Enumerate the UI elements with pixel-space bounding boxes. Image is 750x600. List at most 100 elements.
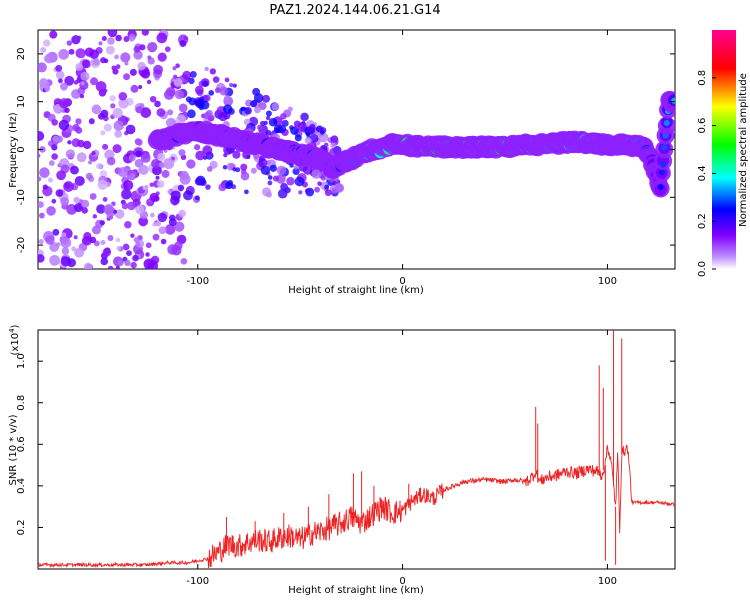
spectrogram-noise-blob: [49, 30, 58, 39]
spectrogram-noise-blob: [156, 108, 166, 117]
spectrogram-y-axis-label: Frequency (Hz): [8, 112, 19, 188]
spectrogram-noise-blob: [115, 265, 120, 269]
spectrogram-scatter-blob: [208, 90, 215, 96]
spectrogram-noise-blob: [79, 52, 86, 58]
spectrogram-noise-blob: [114, 130, 123, 138]
spectrogram-scatter-blob: [274, 127, 280, 134]
spectrogram-noise-blob: [124, 220, 132, 229]
y-tick-label: 10: [16, 95, 27, 108]
spectrogram-noise-blob: [154, 100, 161, 108]
colorbar-ticks: 0.0 0.2 0.4 0.6 0.8: [697, 70, 716, 277]
spectrogram-noise-blob: [129, 36, 135, 42]
spectrogram-scatter-blob: [244, 107, 252, 115]
spectrogram-noise-blob: [122, 243, 130, 251]
spectrogram-noise-blob: [100, 130, 106, 136]
spectrogram-noise-blob: [135, 150, 142, 157]
x-tick-label: 0: [399, 276, 405, 287]
spectrogram-scatter-blob: [188, 77, 195, 85]
spectrogram-noise-blob: [98, 41, 103, 46]
spectrogram-x-axis-label: Height of straight line (km): [288, 285, 424, 296]
spectrogram-scatter-blob: [195, 98, 205, 109]
spectrogram-noise-blob: [38, 176, 42, 182]
spectrogram-scatter-blob: [332, 181, 337, 186]
spectrogram-scatter-blob: [203, 94, 211, 102]
spectrogram-noise-blob: [111, 65, 117, 71]
spectrogram-noise-blob: [156, 32, 168, 44]
spectrogram-noise-blob: [129, 68, 137, 76]
spectrogram-noise-blob: [167, 189, 172, 194]
spectrogram-scatter-blob: [304, 137, 312, 145]
spectrogram-noise-blob: [120, 52, 131, 63]
spectrogram-noise-blob: [48, 177, 54, 183]
spectrogram-scatter-blob: [219, 86, 229, 96]
spectrogram-noise-blob: [56, 170, 67, 181]
spectrogram-noise-blob: [145, 242, 152, 249]
spectrogram-noise-blob: [138, 85, 143, 90]
spectrogram-scatter-blob: [183, 190, 193, 201]
spectrogram-noise-blob: [73, 196, 80, 204]
spectrogram-scatter-blob: [286, 177, 295, 186]
spectrogram-noise-blob: [150, 212, 155, 218]
spectrogram-noise-blob: [103, 58, 109, 64]
spectrogram-scatter-blob: [188, 97, 197, 106]
spectrogram-noise-blob: [164, 224, 176, 235]
spectrogram-noise-blob: [156, 180, 165, 188]
spectrogram-noise-blob: [97, 179, 108, 190]
spectrogram-noise-blob: [107, 265, 114, 269]
spectrogram-noise-blob: [174, 221, 185, 232]
spectrogram-noise-blob: [49, 254, 61, 266]
spectrogram-noise-blob: [88, 118, 95, 125]
y-tick-label: 0: [16, 146, 27, 152]
spectrogram-noise-blob: [158, 226, 167, 235]
spectrogram-scatter-blob: [250, 100, 258, 108]
spectrogram-noise-blob: [91, 104, 102, 115]
spectrogram-noise-blob: [79, 93, 85, 99]
spectrogram-noise-blob: [39, 167, 50, 178]
spectrogram-noise-blob: [129, 173, 136, 179]
spectrogram-noise-blob: [52, 228, 60, 236]
y-tick-label: 0.4: [16, 478, 27, 494]
spectrogram-noise-blob: [46, 206, 56, 216]
spectrogram-scatter-blob: [268, 117, 278, 127]
y-tick-label: -20: [16, 237, 27, 253]
spectrogram-scatter-blob: [265, 115, 271, 121]
spectrogram-scatter-blob: [311, 169, 322, 179]
spectrogram-noise-blob: [74, 175, 85, 187]
spectrogram-scatter-blob: [253, 93, 264, 103]
spectrogram-scatter-blob: [300, 112, 309, 122]
spectrogram-noise-blob: [60, 237, 72, 249]
spectrogram-scatter-blob: [209, 68, 217, 75]
spectrogram-scatter-blob: [276, 174, 286, 184]
spectrogram-noise-blob: [107, 30, 118, 38]
spectrogram-scatter-blob: [265, 191, 273, 198]
spectrogram-noise-blob: [42, 39, 51, 47]
spectrogram-scatter-blob: [240, 163, 248, 171]
spectrogram-noise-blob: [107, 235, 114, 241]
spectrogram-ridge-point: [671, 97, 675, 104]
spectrogram-noise-blob: [151, 158, 161, 169]
spectrogram-marks: [38, 30, 675, 269]
spectrogram-noise-blob: [42, 184, 48, 190]
spectrogram-noise-blob: [109, 95, 116, 102]
snr-panel: -100 0 100 0.2 0.4 0.6 0.8 1.0 Height of straig…: [8, 324, 676, 596]
spectrogram-scatter-blob: [262, 94, 271, 103]
spectrogram-noise-blob: [130, 233, 135, 238]
spectrogram-scatter-blob: [203, 112, 211, 120]
spectrogram-scatter-blob: [317, 181, 322, 186]
spectrogram-noise-blob: [89, 193, 97, 200]
y-tick-label: 1.0: [16, 353, 27, 369]
spectrogram-noise-blob: [138, 164, 149, 175]
colorbar-tick-label: 0.0: [697, 261, 708, 277]
spectrogram-noise-blob: [149, 192, 159, 202]
spectrogram-noise-blob: [116, 245, 121, 251]
spectrogram-noise-blob: [42, 78, 47, 83]
colorbar-tick-label: 0.6: [697, 118, 708, 134]
spectrogram-scatter-blob: [298, 190, 303, 195]
spectrogram-noise-blob: [48, 160, 55, 166]
spectrogram-noise-blob: [147, 55, 152, 60]
spectrogram-noise-blob: [135, 241, 141, 247]
spectrogram-noise-blob: [51, 198, 57, 204]
spectrogram-scatter-blob: [186, 159, 196, 169]
spectrogram-noise-blob: [155, 175, 160, 180]
spectrogram-scatter-blob: [206, 166, 213, 172]
